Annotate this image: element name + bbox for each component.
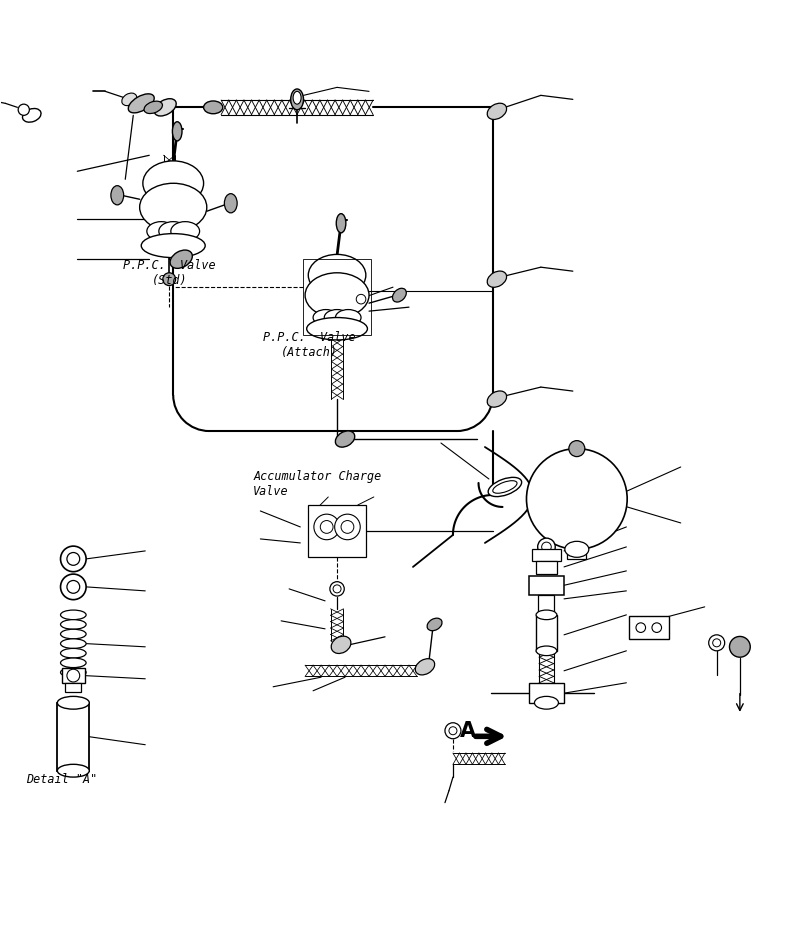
Ellipse shape	[60, 639, 86, 648]
Circle shape	[67, 669, 79, 682]
Ellipse shape	[60, 610, 86, 619]
Circle shape	[334, 514, 360, 540]
Bar	[62, 669, 84, 682]
Ellipse shape	[415, 658, 435, 675]
Ellipse shape	[170, 250, 192, 269]
Ellipse shape	[306, 318, 367, 340]
Bar	[567, 547, 586, 559]
Ellipse shape	[492, 481, 517, 494]
Ellipse shape	[140, 183, 207, 232]
Circle shape	[320, 520, 333, 533]
Bar	[65, 682, 81, 693]
Ellipse shape	[331, 636, 351, 654]
Circle shape	[60, 546, 86, 571]
Ellipse shape	[22, 108, 41, 122]
Circle shape	[314, 514, 339, 540]
Ellipse shape	[57, 764, 89, 777]
Circle shape	[67, 581, 79, 594]
Ellipse shape	[392, 288, 407, 302]
Circle shape	[569, 441, 585, 457]
Circle shape	[636, 623, 646, 632]
Circle shape	[537, 538, 555, 556]
Ellipse shape	[427, 619, 442, 631]
Circle shape	[163, 273, 176, 285]
Ellipse shape	[536, 646, 557, 656]
Ellipse shape	[141, 233, 205, 257]
Ellipse shape	[488, 391, 507, 407]
Ellipse shape	[60, 619, 86, 630]
Circle shape	[730, 636, 750, 657]
Ellipse shape	[324, 309, 350, 326]
Ellipse shape	[111, 186, 124, 205]
Circle shape	[356, 294, 366, 304]
Ellipse shape	[60, 630, 86, 639]
Ellipse shape	[122, 94, 136, 106]
Ellipse shape	[313, 309, 338, 326]
Ellipse shape	[290, 89, 303, 110]
Ellipse shape	[335, 431, 354, 447]
Circle shape	[526, 448, 627, 549]
Ellipse shape	[335, 309, 361, 326]
Ellipse shape	[293, 92, 301, 104]
Bar	[57, 703, 89, 770]
Text: P.P.C.  Valve
(Attach): P.P.C. Valve (Attach)	[263, 332, 355, 359]
Bar	[536, 561, 557, 574]
Ellipse shape	[308, 255, 366, 296]
Bar	[529, 576, 564, 594]
Ellipse shape	[336, 214, 346, 232]
Bar	[308, 505, 366, 557]
Ellipse shape	[128, 94, 154, 113]
Ellipse shape	[159, 221, 188, 241]
Ellipse shape	[60, 648, 86, 658]
Text: A: A	[460, 720, 476, 741]
Ellipse shape	[488, 271, 507, 287]
Circle shape	[445, 723, 461, 739]
Circle shape	[713, 639, 721, 647]
Circle shape	[330, 582, 344, 596]
Bar	[536, 615, 557, 651]
Circle shape	[652, 623, 662, 632]
Ellipse shape	[172, 121, 182, 141]
Ellipse shape	[171, 221, 200, 241]
Ellipse shape	[488, 103, 507, 119]
Circle shape	[18, 104, 30, 116]
Ellipse shape	[565, 542, 589, 557]
Bar	[532, 548, 561, 561]
Circle shape	[333, 585, 341, 593]
Bar	[529, 682, 564, 703]
Ellipse shape	[536, 610, 557, 619]
Circle shape	[60, 574, 86, 600]
Ellipse shape	[60, 668, 86, 677]
Circle shape	[341, 520, 354, 533]
Circle shape	[541, 542, 551, 552]
Ellipse shape	[305, 273, 369, 318]
Ellipse shape	[534, 696, 558, 709]
Text: P.P.C.  Valve
(Std): P.P.C. Valve (Std)	[123, 259, 216, 287]
Bar	[538, 594, 554, 615]
Circle shape	[449, 727, 457, 734]
Ellipse shape	[147, 221, 176, 241]
Ellipse shape	[488, 478, 521, 496]
Circle shape	[709, 635, 725, 651]
Text: Accumulator Charge
Valve: Accumulator Charge Valve	[253, 470, 382, 498]
Ellipse shape	[204, 101, 223, 114]
Circle shape	[67, 553, 79, 565]
Ellipse shape	[225, 194, 237, 213]
Bar	[629, 617, 669, 639]
Ellipse shape	[57, 696, 89, 709]
Ellipse shape	[154, 99, 176, 116]
Ellipse shape	[144, 101, 163, 114]
Ellipse shape	[60, 658, 86, 668]
Bar	[303, 259, 371, 335]
Text: Detail "A": Detail "A"	[26, 773, 97, 786]
Ellipse shape	[143, 161, 204, 206]
